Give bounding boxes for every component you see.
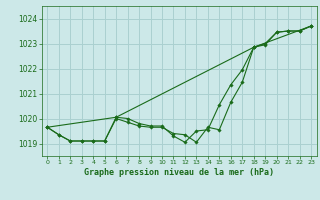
X-axis label: Graphe pression niveau de la mer (hPa): Graphe pression niveau de la mer (hPa) <box>84 168 274 177</box>
